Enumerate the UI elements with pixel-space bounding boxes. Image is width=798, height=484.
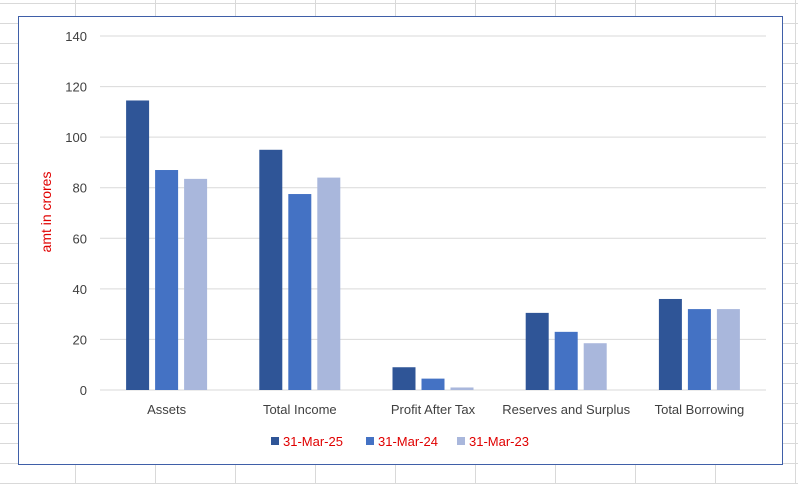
legend-swatch [457, 437, 465, 445]
y-tick-label: 40 [73, 282, 87, 297]
gridlines [100, 35, 766, 391]
bars [126, 100, 740, 390]
x-axis-ticks: Assets Total Income Profit After Tax Reserv… [147, 402, 744, 417]
bar [421, 378, 445, 390]
y-tick-label: 120 [65, 80, 87, 95]
bar [583, 343, 607, 390]
bar [155, 170, 179, 390]
bar [687, 309, 711, 390]
bar [259, 149, 283, 390]
y-tick-label: 100 [65, 130, 87, 145]
legend-swatch [366, 437, 374, 445]
bar [288, 194, 312, 390]
bar [317, 177, 341, 390]
legend-swatch [271, 437, 279, 445]
y-tick-label: 20 [73, 332, 87, 347]
y-tick-label: 80 [73, 181, 87, 196]
bar [450, 387, 474, 390]
legend-label: 31-Mar-24 [378, 434, 438, 449]
bar [716, 309, 740, 390]
x-tick-label: Assets [147, 402, 187, 417]
bar [554, 331, 578, 390]
y-tick-label: 140 [65, 29, 87, 44]
bar [126, 100, 150, 390]
legend-label: 31-Mar-23 [469, 434, 529, 449]
legend: 31-Mar-25 31-Mar-24 31-Mar-23 [271, 434, 529, 449]
x-tick-label: Profit After Tax [391, 402, 476, 417]
legend-label: 31-Mar-25 [283, 434, 343, 449]
bar [392, 367, 416, 390]
x-tick-label: Reserves and Surplus [502, 402, 630, 417]
bar [184, 178, 208, 390]
bar [525, 312, 549, 390]
y-tick-label: 0 [80, 383, 87, 398]
x-tick-label: Total Income [263, 402, 337, 417]
bar [658, 298, 682, 390]
x-tick-label: Total Borrowing [655, 402, 745, 417]
y-axis-label: amt in crores [38, 172, 54, 253]
y-axis-ticks: 0 20 40 60 80 100 120 140 [65, 29, 87, 398]
y-tick-label: 60 [73, 231, 87, 246]
